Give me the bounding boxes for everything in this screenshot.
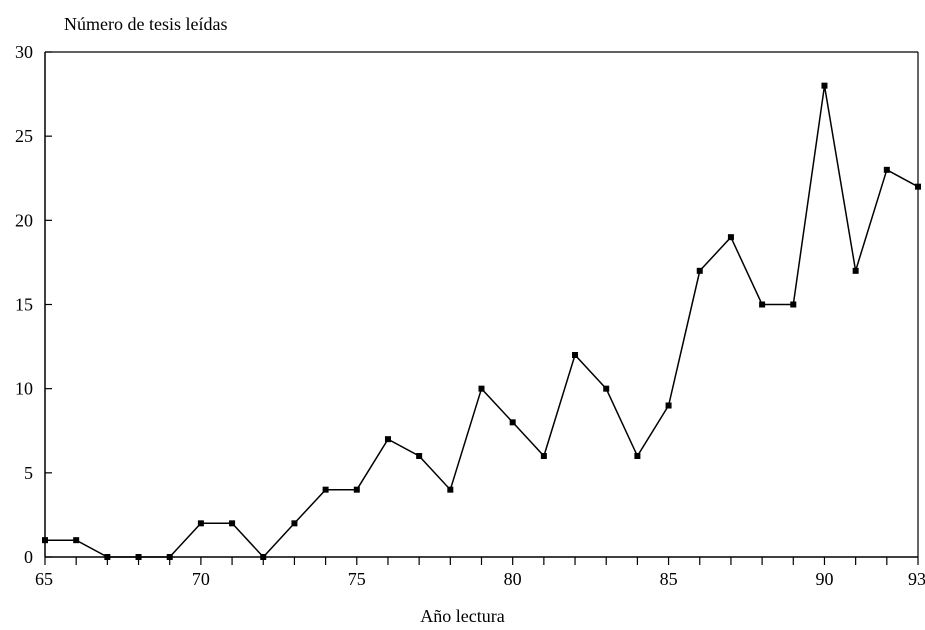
data-point [915,183,921,190]
series-line [45,85,919,559]
data-point [447,486,454,493]
y-tick-label: 0 [24,547,33,567]
data-point [322,486,329,493]
data-point [291,520,298,527]
data-point [135,554,142,560]
y-axis: 0 5 10 15 20 25 30 [15,42,52,567]
y-tick-label: 25 [15,126,33,146]
data-point [478,385,485,392]
data-point [73,537,80,544]
x-tick-label: 90 [815,569,833,589]
y-tick-label: 15 [15,295,33,315]
data-point [166,554,173,560]
x-tick-label: 75 [348,569,366,589]
data-point [229,520,236,527]
data-point [540,453,547,459]
y-tick-label: 30 [15,42,33,62]
data-point [759,301,766,308]
data-point [634,453,641,459]
data-point [790,301,797,308]
data-point [384,436,391,443]
y-axis-label: Número de tesis leídas [64,14,228,34]
data-point [353,486,360,493]
data-point [603,385,610,392]
x-tick-label: 80 [504,569,522,589]
data-point [260,554,267,560]
x-axis: 65 70 75 80 85 90 93 [35,557,925,589]
data-point [727,234,734,241]
data-point [416,453,423,459]
data-point [883,166,890,173]
data-point [665,402,672,409]
data-point [42,537,48,544]
data-point [852,267,859,274]
data-point [197,520,204,527]
x-tick-label: 65 [35,569,53,589]
x-axis-label: Año lectura [420,606,505,626]
x-tick-label: 85 [660,569,678,589]
x-tick-label: 70 [192,569,210,589]
y-tick-label: 5 [24,463,33,483]
data-point [821,82,828,89]
x-tick-label: 93 [908,569,925,589]
series [42,82,921,560]
data-point [509,419,516,426]
data-point [696,267,703,274]
y-tick-label: 10 [15,379,33,399]
y-tick-label: 20 [15,210,33,230]
data-point [104,554,111,560]
data-point [572,352,579,358]
